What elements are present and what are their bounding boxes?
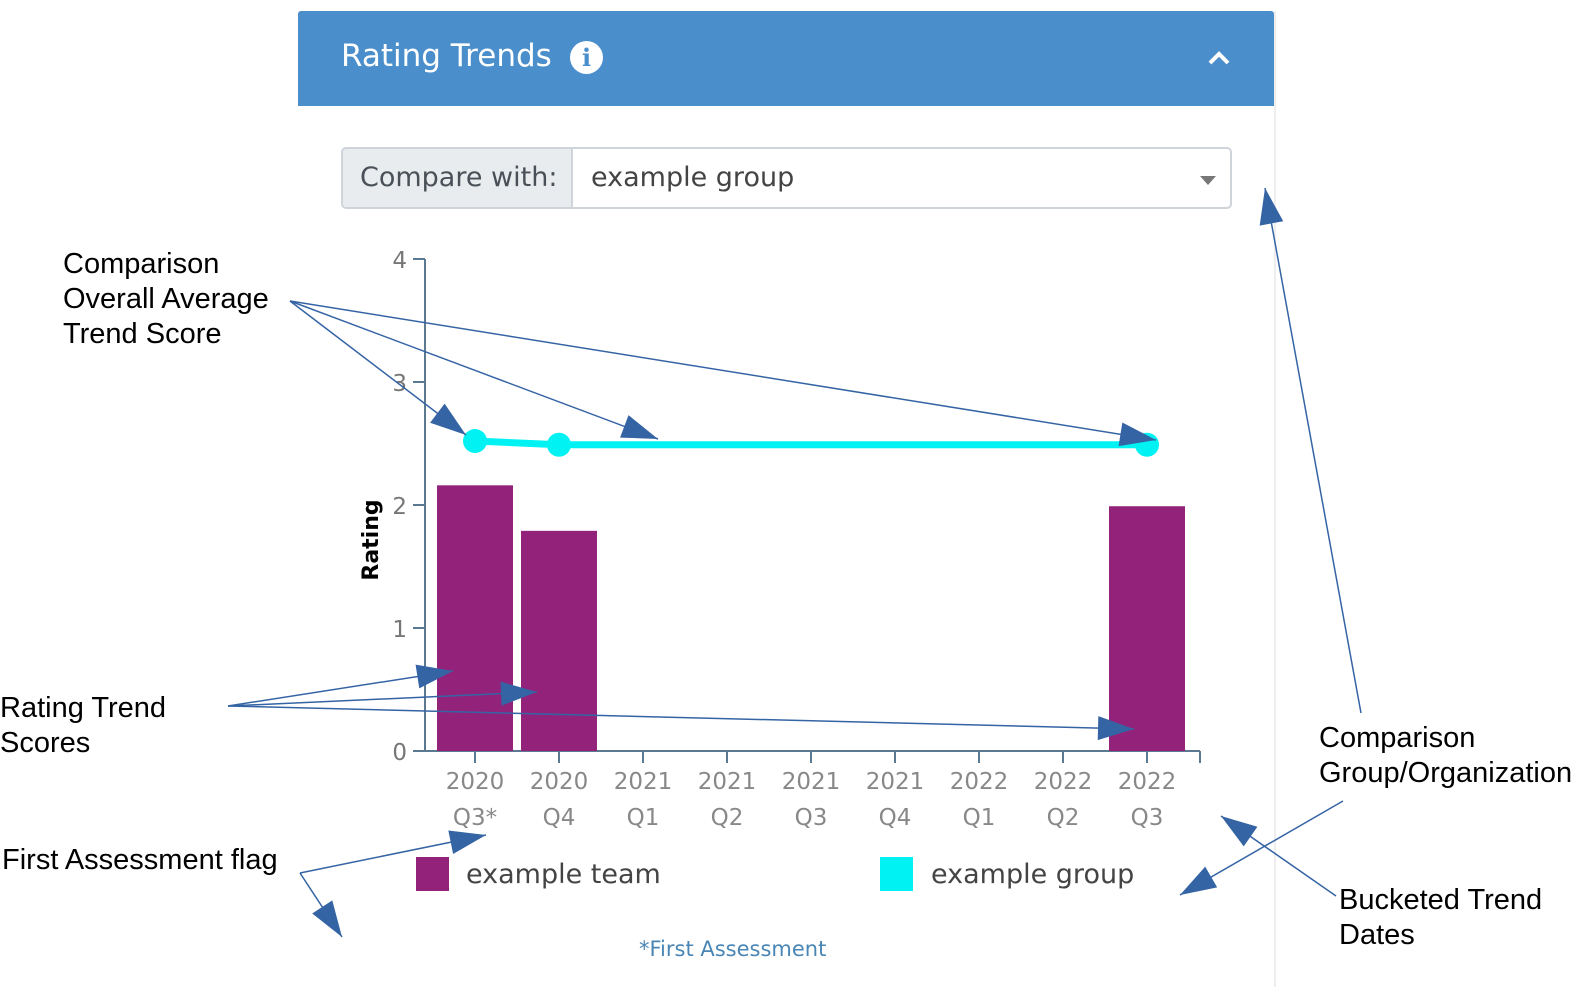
chevron-down-icon: [1200, 176, 1216, 185]
legend-swatch-group: [880, 857, 913, 891]
legend-label-team: example team: [466, 859, 661, 890]
team-bar: [437, 485, 513, 751]
callout-line: Scores: [0, 727, 91, 759]
x-tick-label-year: 2021: [782, 769, 841, 795]
callout-line: First Assessment flag: [2, 844, 278, 876]
first-assessment-footnote: *First Assessment: [639, 937, 827, 961]
x-tick-label-year: 2022: [950, 769, 1009, 795]
group-trend-line: [474, 437, 1147, 449]
compare-with-label: Compare with:: [341, 147, 571, 209]
legend-label-group: example group: [931, 859, 1134, 890]
callout-bucketed-dates: Bucketed Trend Dates: [1339, 883, 1542, 953]
callout-line: Overall Average: [63, 283, 269, 315]
y-tick-label: 0: [392, 740, 407, 766]
annotation-arrow-line: [1264, 187, 1362, 714]
x-tick-label-quarter: Q3: [1131, 805, 1164, 831]
callout-line: Comparison: [63, 248, 220, 280]
group-trend-point: [1135, 432, 1159, 457]
team-bar: [1109, 506, 1185, 751]
info-circle-icon[interactable]: i: [570, 41, 603, 74]
panel-title: Rating Trends: [341, 38, 552, 74]
rating-trends-panel: Rating Trends i Compare with: example gr…: [298, 11, 1276, 987]
y-tick-label: 1: [392, 617, 407, 643]
callout-line: Rating Trend: [0, 692, 167, 724]
x-tick-label-quarter: Q3*: [453, 805, 497, 831]
callout-line: Bucketed Trend: [1339, 884, 1543, 916]
callout-rating-scores: Rating Trend Scores: [0, 691, 166, 761]
x-tick-label-quarter: Q3: [795, 805, 828, 831]
group-trend-point: [463, 429, 487, 454]
compare-selected-value: example group: [591, 162, 795, 193]
x-tick-label-quarter: Q4: [879, 805, 912, 831]
y-tick-label: 4: [392, 248, 407, 274]
compare-with-control: Compare with: example group: [341, 147, 1232, 209]
y-axis-title: Rating: [359, 499, 384, 580]
x-tick-label-quarter: Q1: [627, 805, 660, 831]
group-trend-point: [547, 432, 571, 457]
x-tick-label-year: 2020: [530, 769, 589, 795]
x-tick-label-year: 2021: [614, 769, 673, 795]
y-tick-label: 2: [392, 494, 407, 520]
compare-group-select[interactable]: example group: [571, 147, 1232, 209]
x-tick-label-quarter: Q4: [543, 805, 576, 831]
x-tick-label-quarter: Q2: [711, 805, 744, 831]
x-tick-label-quarter: Q1: [963, 805, 996, 831]
x-tick-label-year: 2020: [446, 769, 505, 795]
callout-first-flag: First Assessment flag: [2, 843, 278, 878]
x-tick-label-year: 2022: [1118, 769, 1177, 795]
x-tick-label-quarter: Q2: [1047, 805, 1080, 831]
y-tick-label: 3: [392, 371, 407, 397]
x-tick-label-year: 2021: [866, 769, 925, 795]
x-tick-label-year: 2022: [1034, 769, 1093, 795]
callout-line: Comparison: [1319, 722, 1476, 754]
chevron-up-icon[interactable]: [1207, 49, 1231, 67]
callout-line: Dates: [1339, 919, 1415, 951]
x-tick-label-year: 2021: [698, 769, 757, 795]
callout-comparison-average: Comparison Overall Average Trend Score: [63, 247, 269, 352]
callout-comparison-group: Comparison Group/Organization: [1319, 721, 1572, 791]
callout-line: Trend Score: [63, 318, 222, 350]
team-bar: [521, 530, 597, 751]
panel-header[interactable]: Rating Trends i: [298, 11, 1274, 106]
legend-swatch-team: [416, 857, 449, 891]
rating-trend-chart: 0 1 2 3 4 Rating 2020 Q3* 2020 Q4 2021 Q1 2021 Q2 2021…: [359, 248, 1201, 891]
callout-line: Group/Organization: [1319, 757, 1573, 789]
